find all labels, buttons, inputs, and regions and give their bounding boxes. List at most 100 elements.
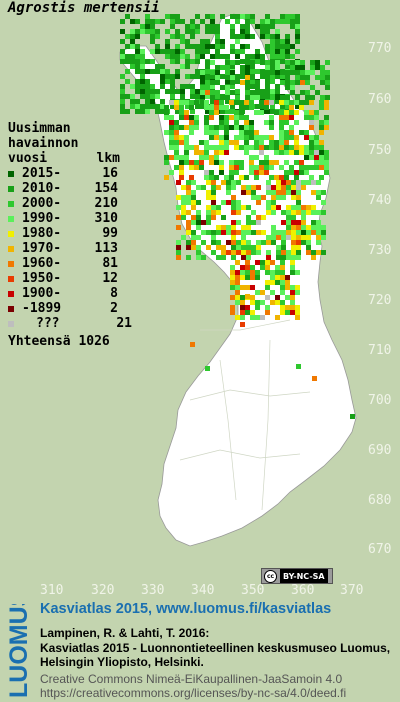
occurrence-cell (299, 150, 304, 155)
occurrence-cell (200, 54, 205, 59)
occurrence-cell (291, 205, 296, 210)
occurrence-cell (265, 84, 270, 89)
occurrence-cell (145, 89, 150, 94)
occurrence-cell (249, 160, 254, 165)
license-line: Creative Commons Nimeä-EiKaupallinen-Jaa… (40, 672, 343, 686)
occurrence-cell (244, 125, 249, 130)
occurrence-cell (236, 210, 241, 215)
occurrence-cell (196, 235, 201, 240)
occurrence-cell (235, 285, 240, 290)
occurrence-cell (179, 175, 184, 180)
occurrence-cell (280, 44, 285, 49)
occurrence-cell (259, 140, 264, 145)
occurrence-cell (321, 190, 326, 195)
occurrence-cell (221, 200, 226, 205)
occurrence-cell (300, 70, 305, 75)
occurrence-cell (240, 322, 245, 327)
occurrence-cell (296, 245, 301, 250)
occurrence-cell (211, 190, 216, 195)
occurrence-cell (259, 165, 264, 170)
occurrence-cell (230, 80, 235, 85)
occurrence-cell (311, 230, 316, 235)
occurrence-cell (179, 115, 184, 120)
occurrence-cell (206, 245, 211, 250)
occurrence-cell (281, 185, 286, 190)
occurrence-cell (249, 155, 254, 160)
occurrence-cell (236, 240, 241, 245)
occurrence-cell (255, 59, 260, 64)
occurrence-cell (259, 160, 264, 165)
occurrence-cell (205, 69, 210, 74)
occurrence-cell (246, 190, 251, 195)
occurrence-cell (285, 64, 290, 69)
occurrence-cell (309, 110, 314, 115)
occurrence-cell (260, 24, 265, 29)
occurrence-cell (255, 300, 260, 305)
occurrence-cell (250, 34, 255, 39)
occurrence-cell (315, 90, 320, 95)
occurrence-cell (261, 215, 266, 220)
occurrence-cell (239, 145, 244, 150)
occurrence-cell (164, 160, 169, 165)
occurrence-cell (321, 235, 326, 240)
x-tick-label: 310 (40, 583, 64, 598)
occurrence-cell (234, 110, 239, 115)
kasviatlas-link[interactable]: Kasviatlas 2015, www.luomus.fi/kasviatla… (40, 601, 332, 617)
occurrence-cell (174, 100, 179, 105)
occurrence-cell (316, 180, 321, 185)
occurrence-cell (285, 95, 290, 100)
occurrence-cell (235, 34, 240, 39)
occurrence-cell (275, 34, 280, 39)
occurrence-cell (249, 105, 254, 110)
occurrence-cell (125, 59, 130, 64)
occurrence-cell (299, 165, 304, 170)
occurrence-cell (280, 49, 285, 54)
occurrence-cell (181, 185, 186, 190)
occurrence-cell (170, 59, 175, 64)
occurrence-cell (199, 165, 204, 170)
occurrence-cell (254, 175, 259, 180)
occurrence-cell (275, 54, 280, 59)
occurrence-cell (249, 100, 254, 105)
occurrence-cell (185, 54, 190, 59)
occurrence-cell (265, 74, 270, 79)
occurrence-cell (324, 105, 329, 110)
occurrence-cell (186, 185, 191, 190)
occurrence-cell (200, 70, 205, 75)
occurrence-cell (319, 175, 324, 180)
legend-swatch (8, 305, 14, 312)
occurrence-cell (275, 270, 280, 275)
occurrence-cell (256, 220, 261, 225)
occurrence-cell (164, 115, 169, 120)
occurrence-cell (191, 205, 196, 210)
occurrence-cell (120, 74, 125, 79)
occurrence-cell (214, 100, 219, 105)
occurrence-cell (260, 94, 265, 99)
occurrence-cell (265, 49, 270, 54)
occurrence-cell (244, 105, 249, 110)
occurrence-cell (176, 180, 181, 185)
occurrence-cell (275, 95, 280, 100)
occurrence-cell (165, 89, 170, 94)
occurrence-cell (170, 24, 175, 29)
occurrence-cell (169, 170, 174, 175)
occurrence-cell (280, 305, 285, 310)
occurrence-cell (135, 44, 140, 49)
y-tick-label: 670 (368, 542, 392, 557)
occurrence-cell (284, 175, 289, 180)
occurrence-cell (209, 125, 214, 130)
occurrence-cell (279, 135, 284, 140)
occurrence-cell (236, 230, 241, 235)
occurrence-cell (150, 99, 155, 104)
occurrence-cell (306, 225, 311, 230)
occurrence-cell (140, 59, 145, 64)
occurrence-cell (145, 69, 150, 74)
occurrence-cell (284, 145, 289, 150)
occurrence-cell (199, 160, 204, 165)
occurrence-cell (215, 34, 220, 39)
license-url[interactable]: https://creativecommons.org/licenses/by-… (40, 686, 347, 700)
occurrence-cell (275, 280, 280, 285)
occurrence-cell (245, 85, 250, 90)
occurrence-cell (185, 84, 190, 89)
occurrence-cell (160, 104, 165, 109)
